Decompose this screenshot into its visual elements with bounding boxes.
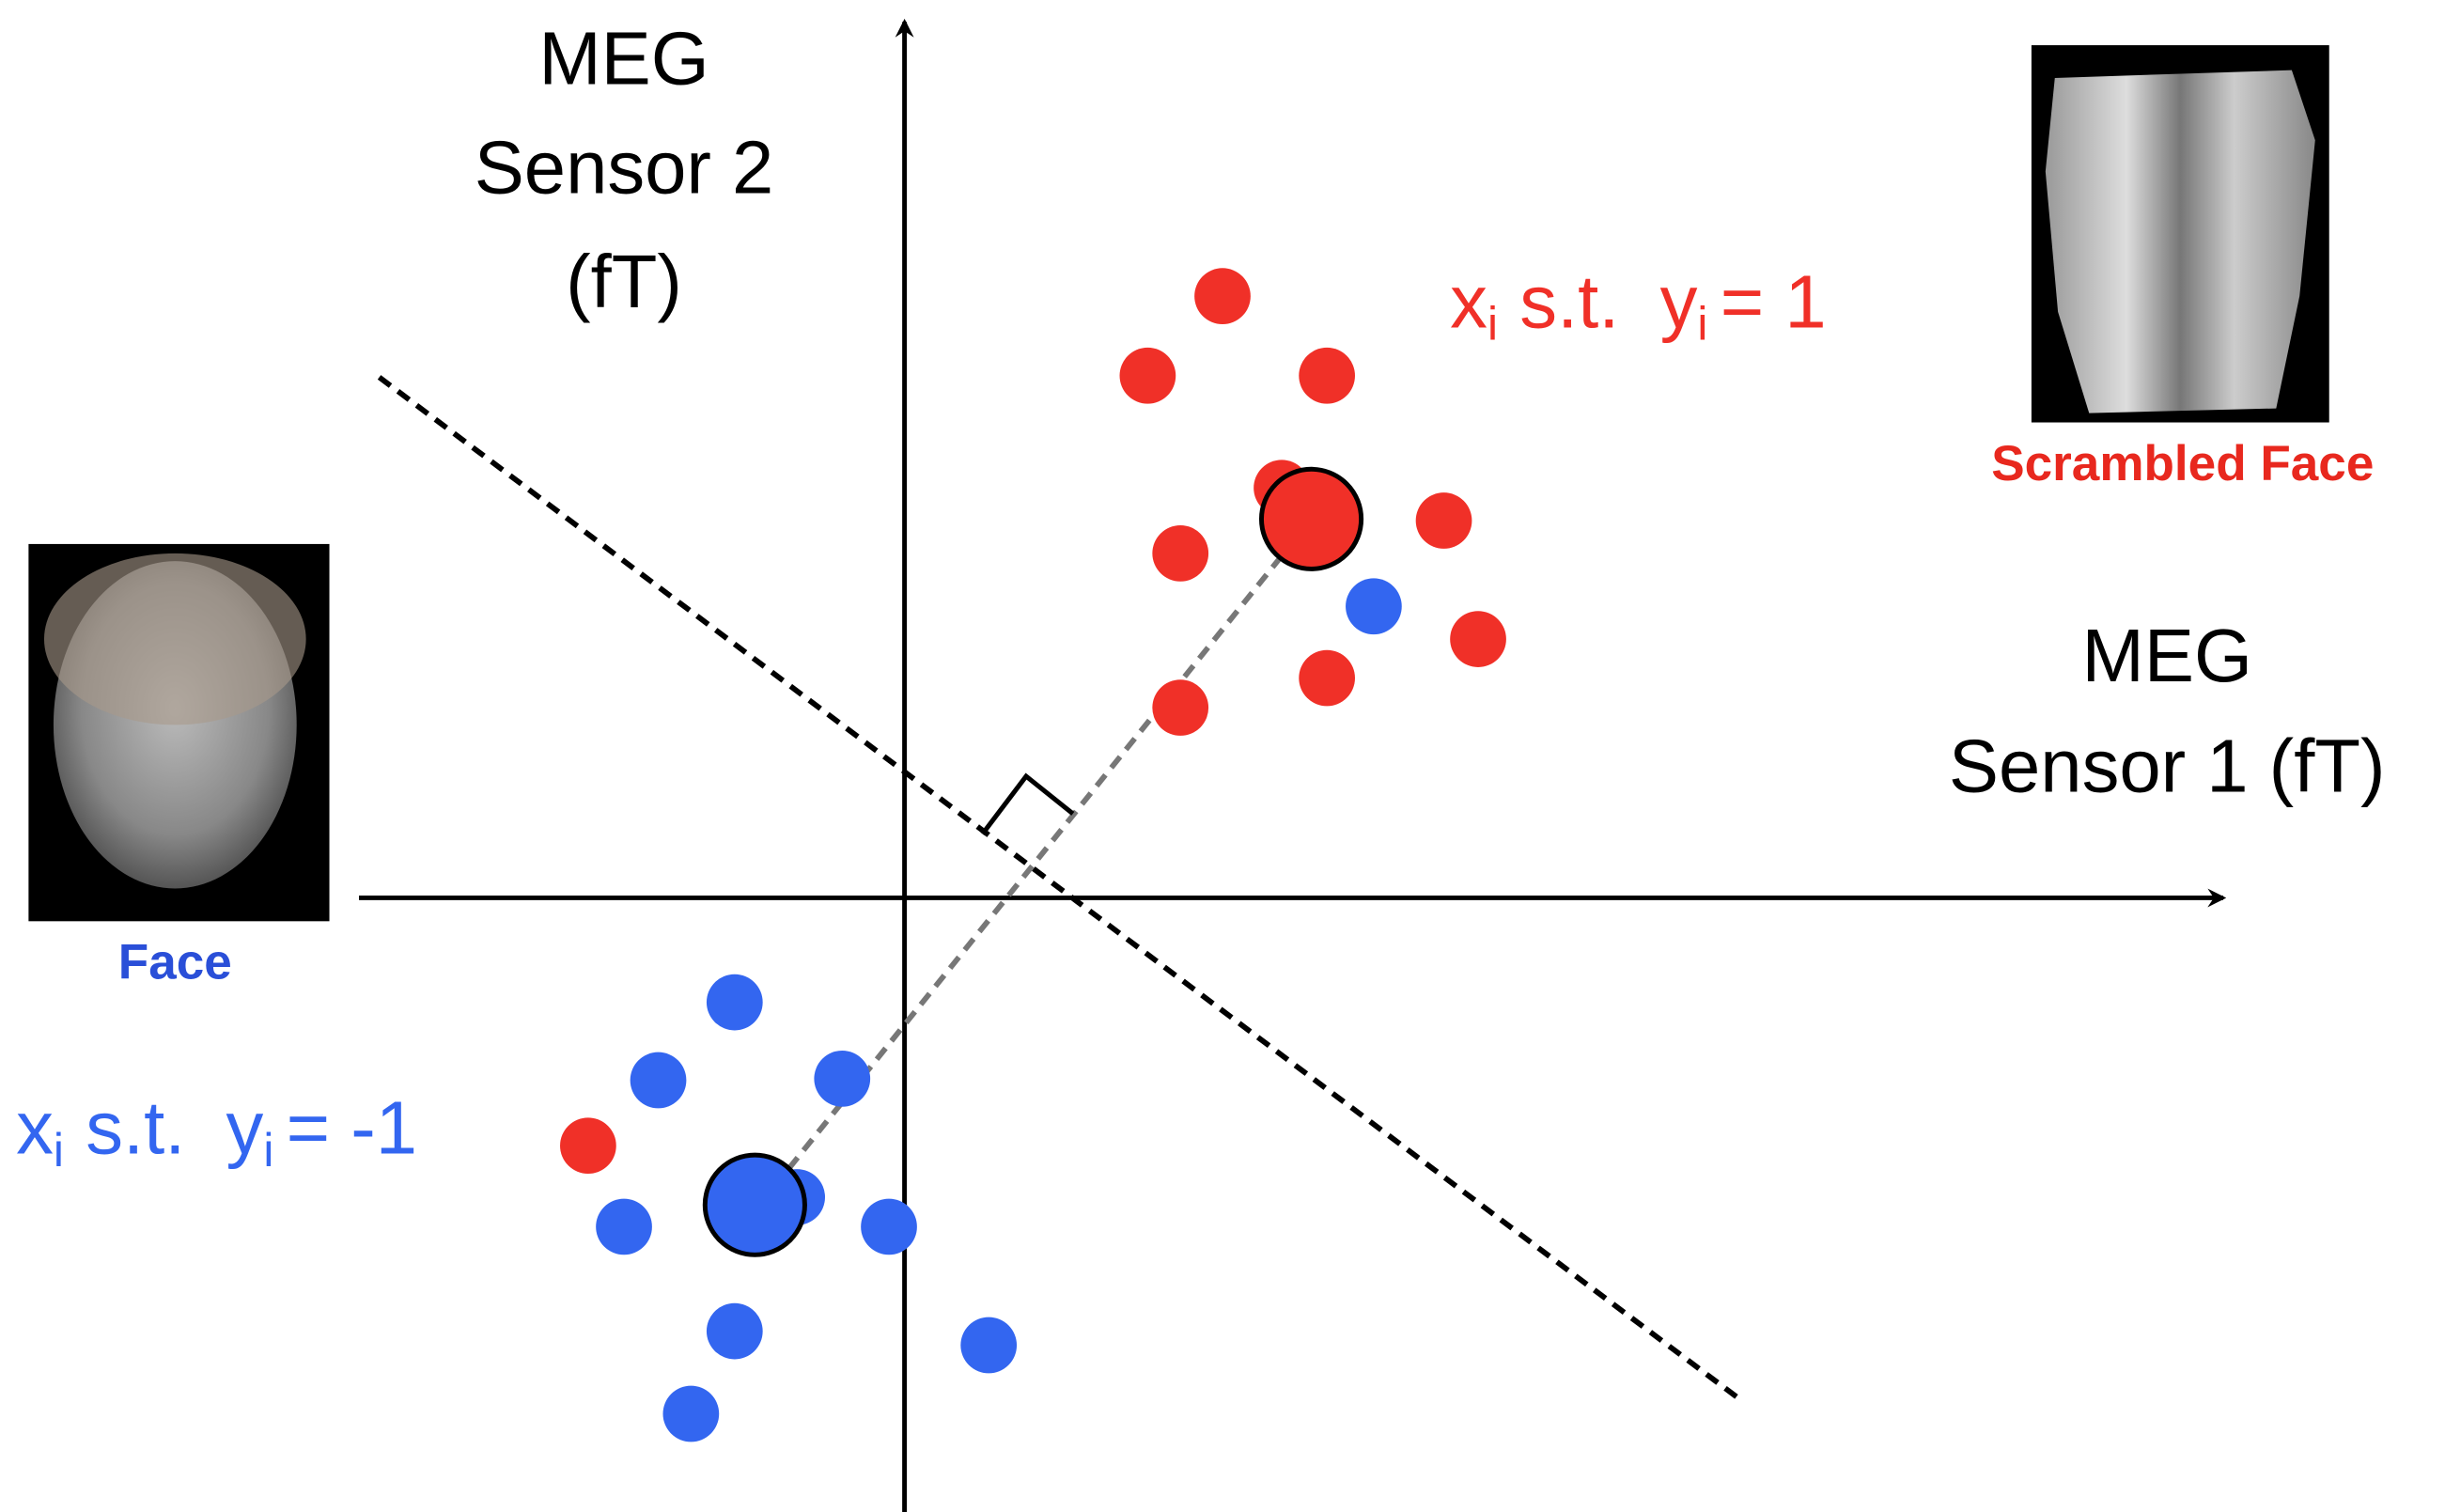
positive-points (560, 268, 1506, 1174)
scrambled-caption: Scrambled Face (1991, 436, 2374, 491)
face-caption: Face (118, 935, 232, 990)
point (707, 974, 763, 1031)
symbol: x (1450, 259, 1487, 343)
point (861, 1199, 917, 1255)
point (1346, 578, 1402, 634)
scrambled-image (2032, 45, 2329, 422)
y-axis-label: (fT) (566, 240, 682, 323)
y-axis-label: Sensor 2 (475, 126, 774, 210)
mean-point (1261, 469, 1361, 569)
point (663, 1386, 720, 1442)
point (1152, 525, 1208, 582)
point (1450, 611, 1506, 667)
symbol: x (16, 1085, 54, 1169)
symbol: y (226, 1085, 264, 1169)
right-angle (983, 776, 1073, 834)
text: = -1 (287, 1085, 417, 1169)
point (1194, 268, 1251, 324)
x-axis-label: Sensor 1 (fT) (1949, 725, 2386, 808)
point (1152, 679, 1208, 736)
point (1120, 348, 1176, 404)
point (631, 1052, 687, 1109)
face-image (28, 544, 329, 921)
diagram: MEG Sensor 2 (fT) MEG Sensor 1 (fT) xis.… (0, 0, 2445, 1512)
point (814, 1051, 870, 1107)
subscript: i (263, 1124, 273, 1177)
subscript: i (54, 1124, 64, 1177)
y-axis-label: MEG (538, 17, 709, 101)
negative-points (596, 578, 1402, 1442)
point (596, 1199, 652, 1255)
x-axis-label: MEG (2082, 614, 2252, 697)
symbol: y (1660, 259, 1698, 343)
subscript: i (1487, 298, 1498, 351)
point (560, 1117, 616, 1174)
point (1416, 492, 1472, 549)
point (960, 1317, 1017, 1374)
decision-boundary (380, 377, 1738, 1397)
text: s.t. (1519, 259, 1619, 343)
point (1299, 348, 1355, 404)
page: MEG Sensor 2 (fT) MEG Sensor 1 (fT) xis.… (0, 0, 2445, 1512)
mean-point (705, 1155, 804, 1255)
subscript: i (1697, 298, 1707, 351)
text: = 1 (1721, 259, 1827, 343)
text: s.t. (86, 1085, 185, 1169)
point (1299, 650, 1355, 707)
point (707, 1303, 763, 1360)
